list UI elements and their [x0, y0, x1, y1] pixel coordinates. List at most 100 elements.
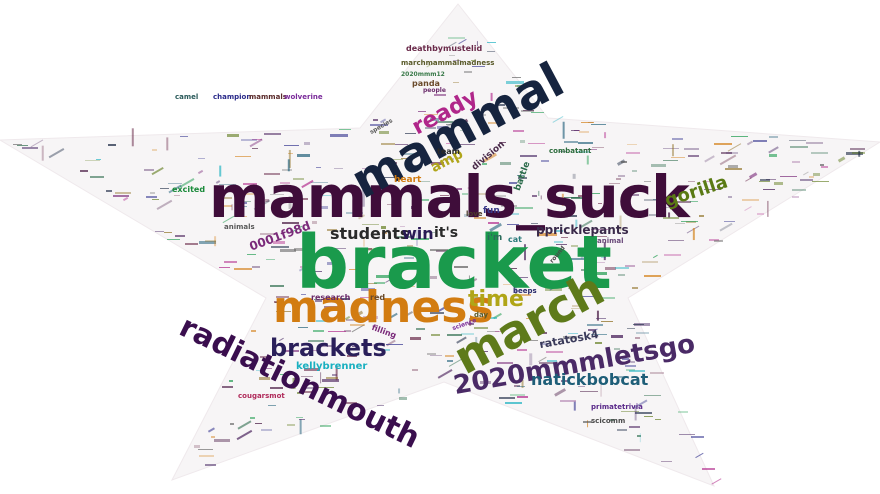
filler-word-mark: [528, 340, 539, 342]
filler-word-mark: [193, 445, 201, 448]
filler-word-mark: [569, 258, 587, 261]
filler-word-mark: [516, 175, 524, 177]
filler-word-mark: [617, 274, 625, 277]
word-cat: cat: [508, 235, 522, 244]
filler-word-mark: [315, 198, 321, 201]
filler-word-mark: [368, 248, 379, 251]
filler-word-mark: [429, 354, 443, 356]
filler-word-mark: [580, 391, 598, 393]
filler-word-mark: [594, 341, 602, 344]
filler-word-mark: [496, 104, 505, 106]
filler-word-mark: [362, 168, 377, 170]
filler-word-mark: [360, 297, 378, 298]
filler-word-mark: [301, 300, 313, 303]
filler-word-mark: [559, 151, 566, 153]
filler-word-mark: [720, 152, 733, 155]
filler-word-mark: [13, 144, 22, 145]
filler-word-mark: [486, 237, 491, 240]
filler-word-mark: [235, 215, 247, 218]
filler-word-mark: [281, 222, 299, 225]
word-2020mmm12: 2020mmm12: [401, 71, 445, 78]
filler-word-mark: [516, 349, 527, 351]
filler-word-mark: [321, 345, 335, 347]
filler-word-mark: [845, 152, 863, 155]
filler-word-mark: [423, 114, 439, 115]
filler-word-mark: [131, 128, 134, 146]
filler-word-mark: [518, 176, 528, 179]
filler-word-mark: [314, 298, 326, 300]
filler-word-mark: [579, 131, 589, 133]
word-marchmammalmadness: marchmammalmadness: [401, 59, 495, 67]
filler-word-mark: [363, 247, 372, 251]
filler-word-mark: [199, 241, 216, 244]
filler-word-mark: [812, 173, 820, 176]
filler-word-mark: [622, 358, 629, 360]
word-brackets: brackets: [270, 334, 387, 362]
filler-word-mark: [359, 282, 377, 284]
filler-word-mark: [603, 132, 606, 139]
filler-word-mark: [643, 199, 662, 202]
filler-word-mark: [327, 228, 338, 231]
filler-word-mark: [426, 352, 437, 355]
filler-word-mark: [197, 448, 213, 451]
word-im: i'm: [487, 233, 503, 243]
filler-word-mark: [299, 419, 302, 435]
filler-word-mark: [210, 436, 215, 439]
filler-word-mark: [555, 243, 568, 245]
filler-word-mark: [301, 293, 307, 295]
filler-word-mark: [433, 94, 446, 97]
filler-word-mark: [445, 157, 455, 161]
filler-word-mark: [295, 416, 303, 419]
filler-word-mark: [492, 241, 497, 244]
filler-word-mark: [330, 134, 349, 137]
filler-word-mark: [597, 203, 602, 205]
filler-word-mark: [643, 180, 652, 183]
filler-word-mark: [561, 237, 569, 239]
filler-word-mark: [805, 142, 823, 145]
word-excited: excited: [172, 185, 206, 194]
filler-word-mark: [664, 253, 681, 256]
filler-word-mark: [240, 138, 258, 141]
filler-word-mark: [670, 156, 685, 158]
filler-word-mark: [502, 283, 519, 286]
filler-word-mark: [703, 188, 722, 190]
filler-word-mark: [627, 328, 636, 330]
filler-word-mark: [644, 415, 653, 417]
filler-word-mark: [407, 244, 414, 247]
filler-word-mark: [538, 361, 556, 364]
filler-word-mark: [297, 392, 304, 395]
filler-word-mark: [727, 195, 733, 198]
filler-word-mark: [476, 351, 489, 353]
filler-word-mark: [229, 380, 234, 383]
word-mammals-suck: mammals_suck: [209, 163, 690, 231]
filler-word-mark: [300, 390, 317, 393]
filler-word-mark: [84, 159, 101, 161]
filler-word-mark: [636, 332, 650, 335]
filler-word-mark: [430, 312, 444, 314]
filler-word-mark: [635, 337, 640, 339]
filler-word-mark: [590, 192, 601, 195]
filler-word-mark: [692, 228, 695, 240]
filler-word-mark: [792, 196, 800, 198]
filler-word-mark: [624, 365, 637, 367]
filler-word-mark: [320, 194, 331, 197]
filler-word-mark: [21, 146, 39, 149]
filler-word-mark: [668, 239, 684, 241]
filler-word-mark: [298, 418, 306, 420]
filler-word-mark: [263, 133, 282, 135]
filler-word-mark: [400, 157, 415, 160]
filler-word-mark: [591, 333, 608, 335]
filler-word-mark: [446, 360, 453, 363]
filler-word-mark: [204, 240, 217, 242]
filler-word-mark: [380, 177, 397, 179]
filler-word-mark: [756, 212, 765, 215]
filler-word-mark: [315, 167, 321, 169]
word-deathbymustelid: deathbymustelid: [406, 44, 483, 53]
filler-word-mark: [613, 347, 621, 350]
filler-word-mark: [386, 203, 395, 206]
filler-word-mark: [255, 423, 262, 425]
filler-word-mark: [506, 268, 518, 270]
filler-word-mark: [381, 143, 396, 145]
filler-word-mark: [496, 361, 513, 364]
filler-word-mark: [660, 460, 673, 462]
